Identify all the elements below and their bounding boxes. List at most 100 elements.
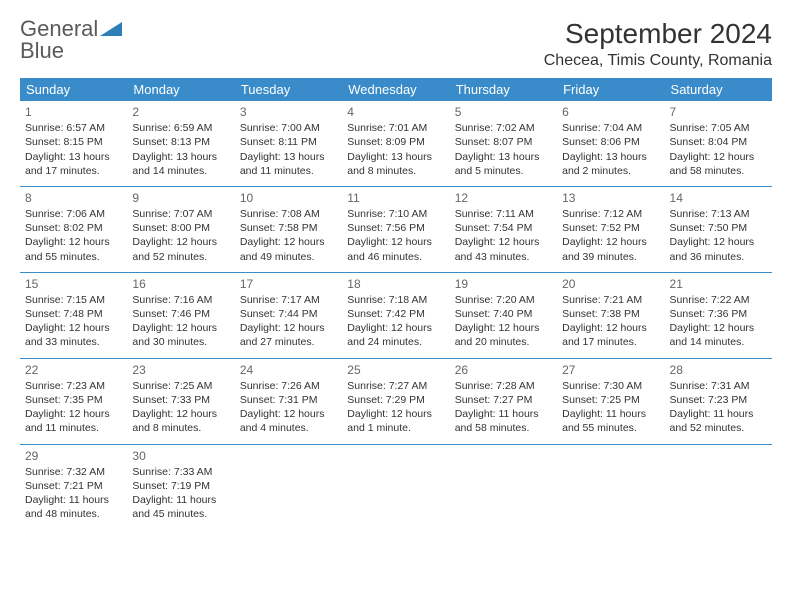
day-sr: Sunrise: 7:31 AM	[670, 379, 767, 393]
day-ss: Sunset: 8:00 PM	[132, 221, 229, 235]
day-dl1: Daylight: 12 hours	[240, 321, 337, 335]
calendar-day-cell	[342, 444, 449, 529]
day-dl2: and 58 minutes.	[670, 164, 767, 178]
day-dl2: and 17 minutes.	[25, 164, 122, 178]
calendar-table: Sunday Monday Tuesday Wednesday Thursday…	[20, 78, 772, 529]
day-number: 7	[670, 104, 767, 120]
day-dl1: Daylight: 12 hours	[670, 235, 767, 249]
title-block: September 2024 Checea, Timis County, Rom…	[544, 18, 772, 70]
day-dl2: and 55 minutes.	[562, 421, 659, 435]
calendar-day-cell: 15Sunrise: 7:15 AMSunset: 7:48 PMDayligh…	[20, 272, 127, 358]
day-dl2: and 43 minutes.	[455, 250, 552, 264]
day-ss: Sunset: 7:38 PM	[562, 307, 659, 321]
day-sr: Sunrise: 7:17 AM	[240, 293, 337, 307]
day-dl2: and 27 minutes.	[240, 335, 337, 349]
day-dl1: Daylight: 12 hours	[25, 235, 122, 249]
day-dl2: and 33 minutes.	[25, 335, 122, 349]
day-dl1: Daylight: 12 hours	[455, 235, 552, 249]
day-ss: Sunset: 8:04 PM	[670, 135, 767, 149]
day-dl2: and 20 minutes.	[455, 335, 552, 349]
day-dl1: Daylight: 12 hours	[562, 235, 659, 249]
day-ss: Sunset: 7:54 PM	[455, 221, 552, 235]
calendar-day-cell: 9Sunrise: 7:07 AMSunset: 8:00 PMDaylight…	[127, 186, 234, 272]
day-dl2: and 52 minutes.	[670, 421, 767, 435]
calendar-week-row: 22Sunrise: 7:23 AMSunset: 7:35 PMDayligh…	[20, 358, 772, 444]
calendar-day-cell: 7Sunrise: 7:05 AMSunset: 8:04 PMDaylight…	[665, 101, 772, 186]
day-sr: Sunrise: 7:00 AM	[240, 121, 337, 135]
calendar-day-cell: 30Sunrise: 7:33 AMSunset: 7:19 PMDayligh…	[127, 444, 234, 529]
day-dl2: and 39 minutes.	[562, 250, 659, 264]
calendar-day-cell: 25Sunrise: 7:27 AMSunset: 7:29 PMDayligh…	[342, 358, 449, 444]
day-dl1: Daylight: 11 hours	[455, 407, 552, 421]
day-dl2: and 58 minutes.	[455, 421, 552, 435]
day-ss: Sunset: 7:50 PM	[670, 221, 767, 235]
day-ss: Sunset: 7:33 PM	[132, 393, 229, 407]
day-dl2: and 36 minutes.	[670, 250, 767, 264]
day-ss: Sunset: 7:52 PM	[562, 221, 659, 235]
day-dl1: Daylight: 12 hours	[240, 235, 337, 249]
day-sr: Sunrise: 7:30 AM	[562, 379, 659, 393]
day-ss: Sunset: 8:06 PM	[562, 135, 659, 149]
day-number: 19	[455, 276, 552, 292]
day-dl1: Daylight: 12 hours	[240, 407, 337, 421]
calendar-day-cell	[665, 444, 772, 529]
weekday-monday: Monday	[127, 78, 234, 101]
calendar-day-cell: 20Sunrise: 7:21 AMSunset: 7:38 PMDayligh…	[557, 272, 664, 358]
calendar-day-cell: 3Sunrise: 7:00 AMSunset: 8:11 PMDaylight…	[235, 101, 342, 186]
day-ss: Sunset: 7:56 PM	[347, 221, 444, 235]
day-ss: Sunset: 7:35 PM	[25, 393, 122, 407]
day-dl2: and 14 minutes.	[132, 164, 229, 178]
day-number: 13	[562, 190, 659, 206]
weekday-header-row: Sunday Monday Tuesday Wednesday Thursday…	[20, 78, 772, 101]
day-dl2: and 11 minutes.	[25, 421, 122, 435]
day-ss: Sunset: 8:09 PM	[347, 135, 444, 149]
calendar-day-cell: 24Sunrise: 7:26 AMSunset: 7:31 PMDayligh…	[235, 358, 342, 444]
day-ss: Sunset: 7:19 PM	[132, 479, 229, 493]
day-dl2: and 1 minute.	[347, 421, 444, 435]
day-dl2: and 11 minutes.	[240, 164, 337, 178]
day-sr: Sunrise: 7:04 AM	[562, 121, 659, 135]
weekday-wednesday: Wednesday	[342, 78, 449, 101]
day-dl1: Daylight: 12 hours	[670, 150, 767, 164]
day-sr: Sunrise: 7:12 AM	[562, 207, 659, 221]
calendar-day-cell	[450, 444, 557, 529]
day-dl2: and 49 minutes.	[240, 250, 337, 264]
day-number: 14	[670, 190, 767, 206]
calendar-day-cell: 2Sunrise: 6:59 AMSunset: 8:13 PMDaylight…	[127, 101, 234, 186]
calendar-day-cell	[557, 444, 664, 529]
calendar-day-cell: 5Sunrise: 7:02 AMSunset: 8:07 PMDaylight…	[450, 101, 557, 186]
day-dl1: Daylight: 13 hours	[562, 150, 659, 164]
day-ss: Sunset: 7:29 PM	[347, 393, 444, 407]
day-number: 10	[240, 190, 337, 206]
day-sr: Sunrise: 7:07 AM	[132, 207, 229, 221]
day-dl1: Daylight: 12 hours	[670, 321, 767, 335]
day-dl1: Daylight: 12 hours	[25, 407, 122, 421]
calendar-week-row: 1Sunrise: 6:57 AMSunset: 8:15 PMDaylight…	[20, 101, 772, 186]
day-dl2: and 24 minutes.	[347, 335, 444, 349]
day-sr: Sunrise: 7:11 AM	[455, 207, 552, 221]
calendar-day-cell: 27Sunrise: 7:30 AMSunset: 7:25 PMDayligh…	[557, 358, 664, 444]
weekday-thursday: Thursday	[450, 78, 557, 101]
calendar-day-cell: 29Sunrise: 7:32 AMSunset: 7:21 PMDayligh…	[20, 444, 127, 529]
day-ss: Sunset: 7:58 PM	[240, 221, 337, 235]
day-number: 25	[347, 362, 444, 378]
day-sr: Sunrise: 7:18 AM	[347, 293, 444, 307]
day-dl2: and 45 minutes.	[132, 507, 229, 521]
day-ss: Sunset: 7:23 PM	[670, 393, 767, 407]
day-number: 8	[25, 190, 122, 206]
day-number: 15	[25, 276, 122, 292]
day-number: 6	[562, 104, 659, 120]
day-number: 23	[132, 362, 229, 378]
day-dl1: Daylight: 12 hours	[25, 321, 122, 335]
day-ss: Sunset: 7:36 PM	[670, 307, 767, 321]
day-ss: Sunset: 7:44 PM	[240, 307, 337, 321]
day-number: 12	[455, 190, 552, 206]
day-number: 17	[240, 276, 337, 292]
day-dl2: and 46 minutes.	[347, 250, 444, 264]
day-sr: Sunrise: 7:02 AM	[455, 121, 552, 135]
day-number: 16	[132, 276, 229, 292]
day-sr: Sunrise: 6:59 AM	[132, 121, 229, 135]
calendar-day-cell: 1Sunrise: 6:57 AMSunset: 8:15 PMDaylight…	[20, 101, 127, 186]
day-dl1: Daylight: 12 hours	[455, 321, 552, 335]
day-number: 4	[347, 104, 444, 120]
